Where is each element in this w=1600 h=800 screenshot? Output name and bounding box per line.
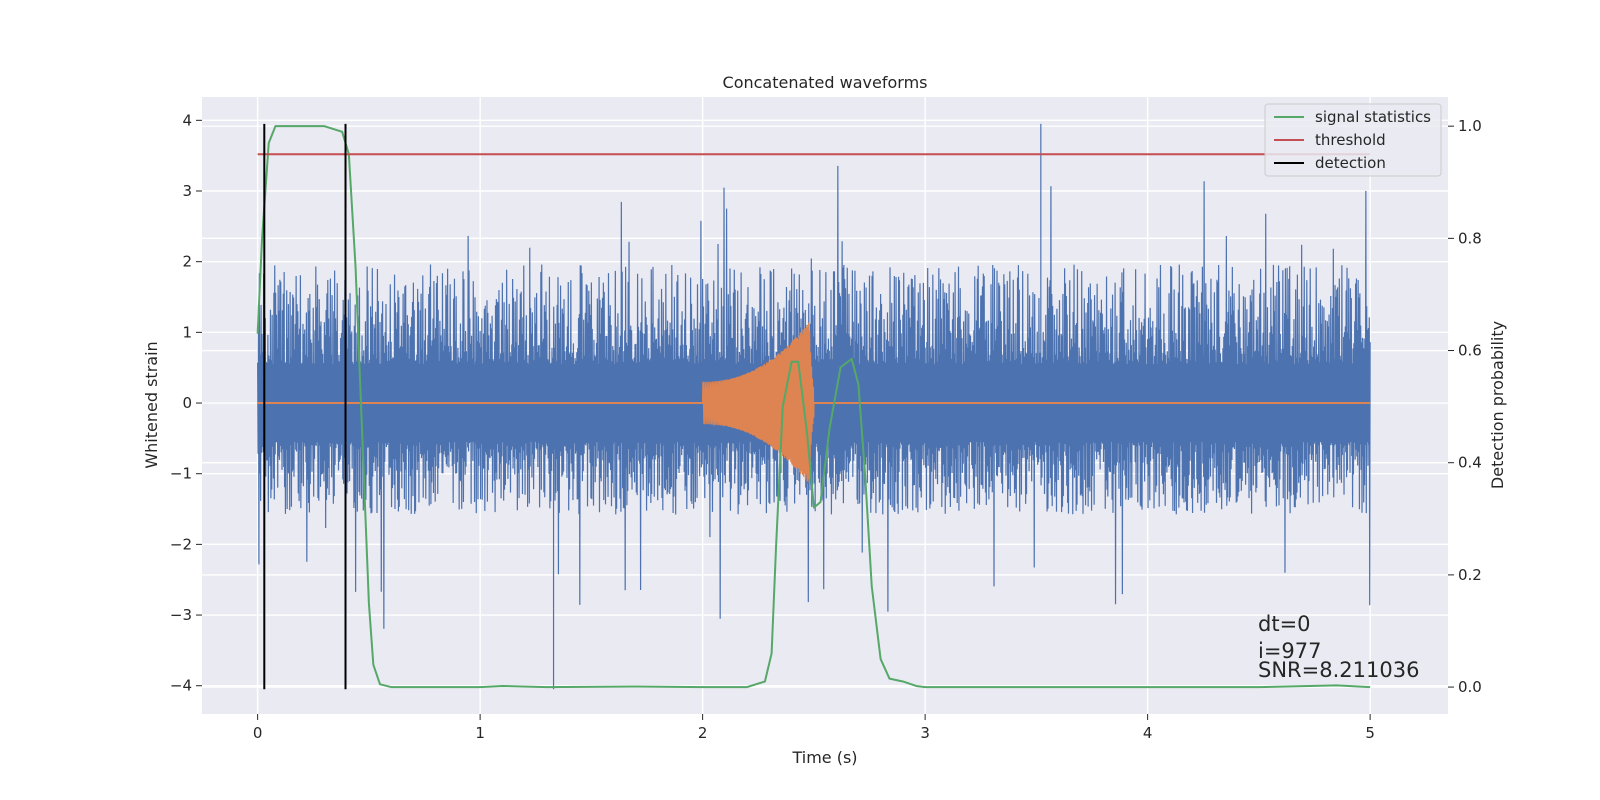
strain-series bbox=[257, 123, 1371, 690]
template-series bbox=[257, 322, 1371, 483]
y2-tick-label: 0.0 bbox=[1458, 678, 1482, 696]
legend: signal statistics threshold detection bbox=[1264, 103, 1442, 177]
y2-tick-label: 0.8 bbox=[1458, 229, 1482, 247]
y2-tick-label: 1.0 bbox=[1458, 117, 1482, 135]
axis-ticks: 0 1 2 3 4 5 −4 −3 −2 −1 0 1 2 3 4 0.0 0.2 0.4 0.6 0.8 1.0 bbox=[170, 111, 1482, 742]
y-tick-label: 2 bbox=[182, 253, 192, 271]
y2-tick-label: 0.4 bbox=[1458, 454, 1482, 472]
y-tick-label: −3 bbox=[170, 606, 192, 624]
legend-label-signal: signal statistics bbox=[1315, 108, 1431, 126]
y-tick-label: −2 bbox=[170, 535, 192, 553]
x-tick-label: 0 bbox=[253, 724, 263, 742]
y-axis-label: Whitened strain bbox=[142, 341, 161, 468]
legend-label-threshold: threshold bbox=[1315, 131, 1386, 149]
chart-title: Concatenated waveforms bbox=[723, 73, 928, 92]
x-tick-label: 4 bbox=[1143, 724, 1153, 742]
y-tick-label: 3 bbox=[182, 182, 192, 200]
y-tick-label: 1 bbox=[182, 323, 192, 341]
signal-statistics-line bbox=[256, 125, 1371, 689]
template-chirp bbox=[701, 322, 815, 483]
y-tick-label: −4 bbox=[170, 677, 192, 695]
annotation-block: dt=0 i=977 SNR=8.211036 bbox=[1258, 612, 1419, 682]
y2-tick-label: 0.6 bbox=[1458, 342, 1482, 360]
annotation-dt: dt=0 bbox=[1258, 612, 1311, 636]
x-tick-label: 2 bbox=[698, 724, 708, 742]
detection-series bbox=[263, 123, 347, 690]
x-tick-label: 5 bbox=[1365, 724, 1375, 742]
y2-tick-label: 0.2 bbox=[1458, 566, 1482, 584]
signal-statistics-series bbox=[256, 125, 1371, 689]
legend-label-detection: detection bbox=[1315, 154, 1386, 172]
y2-axis-label: Detection probability bbox=[1488, 321, 1507, 489]
y-tick-label: 4 bbox=[182, 111, 192, 129]
x-tick-label: 3 bbox=[920, 724, 930, 742]
legend-box bbox=[1264, 103, 1442, 177]
strain-line bbox=[257, 123, 1371, 690]
annotation-snr: SNR=8.211036 bbox=[1258, 658, 1419, 682]
y-tick-label: −1 bbox=[170, 465, 192, 483]
x-axis-label: Time (s) bbox=[791, 748, 857, 767]
y-tick-label: 0 bbox=[182, 394, 192, 412]
x-tick-label: 1 bbox=[475, 724, 485, 742]
annotation-i: i=977 bbox=[1258, 639, 1322, 663]
